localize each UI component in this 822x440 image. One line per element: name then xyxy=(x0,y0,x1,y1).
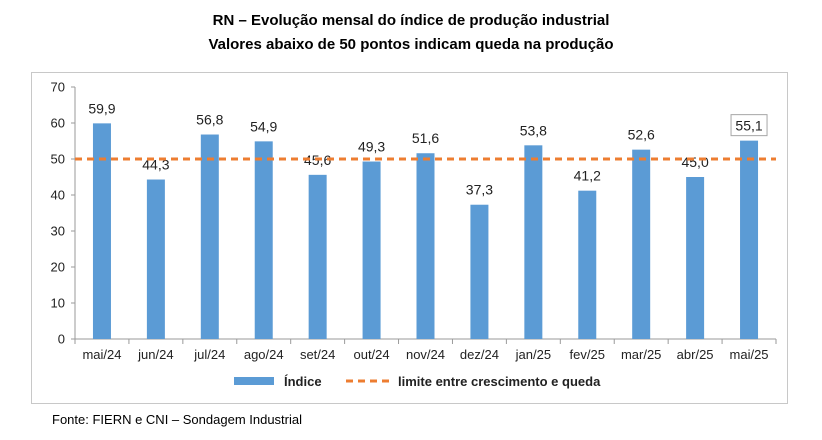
legend-label-threshold: limite entre crescimento e queda xyxy=(398,374,601,389)
data-label: 55,1 xyxy=(735,118,762,134)
source-note: Fonte: FIERN e CNI – Sondagem Industrial xyxy=(52,412,303,427)
y-tick-label: 0 xyxy=(58,332,65,347)
bar-jan-25 xyxy=(524,145,543,339)
data-label: 44,3 xyxy=(142,157,169,173)
x-tick-label: jul/24 xyxy=(193,347,225,362)
legend-swatch-index xyxy=(234,377,274,385)
chart-area: 0 10 20 30 40 50 60 70 59,9 mai/24 44,3 jun/24 56,8 j… xyxy=(31,72,788,404)
x-tick-label: mai/24 xyxy=(82,347,121,362)
data-label: 41,2 xyxy=(574,168,601,184)
y-tick-label: 10 xyxy=(51,296,65,311)
data-label: 45,0 xyxy=(681,154,708,170)
data-label: 52,6 xyxy=(628,127,655,143)
bar-set-24 xyxy=(308,174,327,339)
bar-dez-24 xyxy=(470,204,489,339)
x-tick-label: mai/25 xyxy=(730,347,769,362)
data-label: 51,6 xyxy=(412,130,439,146)
x-tick-label: mar/25 xyxy=(621,347,661,362)
legend-label-index: Índice xyxy=(284,374,322,389)
y-tick-label: 50 xyxy=(51,152,65,167)
bar-abr-25 xyxy=(686,177,705,339)
chart-title: RN – Evolução mensal do índice de produç… xyxy=(212,12,610,29)
bar-out-24 xyxy=(362,161,381,339)
data-label: 54,9 xyxy=(250,118,277,134)
y-tick-label: 60 xyxy=(51,116,65,131)
bar-mar-25 xyxy=(632,149,651,339)
bar-nov-24 xyxy=(416,153,435,339)
x-tick-label: set/24 xyxy=(300,347,335,362)
data-label: 37,3 xyxy=(466,182,493,198)
data-label: 49,3 xyxy=(358,139,385,155)
bar-mai-25 xyxy=(740,140,759,339)
bar-mai-24 xyxy=(92,123,111,339)
x-tick-label: out/24 xyxy=(353,347,389,362)
bar-jun-24 xyxy=(146,179,165,339)
x-tick-label: abr/25 xyxy=(677,347,714,362)
data-label: 56,8 xyxy=(196,112,223,128)
x-tick-label: jun/24 xyxy=(137,347,173,362)
bar-ago-24 xyxy=(254,141,273,339)
y-tick-label: 20 xyxy=(51,260,65,275)
x-tick-label: ago/24 xyxy=(244,347,284,362)
data-label: 53,8 xyxy=(520,122,547,138)
y-tick-label: 70 xyxy=(51,80,65,95)
x-tick-label: nov/24 xyxy=(406,347,445,362)
bar-jul-24 xyxy=(200,134,219,339)
bar-fev-25 xyxy=(578,190,597,339)
x-tick-label: jan/25 xyxy=(515,347,551,362)
data-label-box xyxy=(730,114,768,137)
y-tick-label: 30 xyxy=(51,224,65,239)
chart-subtitle: Valores abaixo de 50 pontos indicam qued… xyxy=(208,36,614,53)
x-tick-label: dez/24 xyxy=(460,347,499,362)
x-tick-label: fev/25 xyxy=(570,347,605,362)
data-label: 59,9 xyxy=(88,100,115,116)
bar-chart: 0 10 20 30 40 50 60 70 59,9 mai/24 44,3 jun/24 56,8 j… xyxy=(51,80,777,389)
y-tick-label: 40 xyxy=(51,188,65,203)
